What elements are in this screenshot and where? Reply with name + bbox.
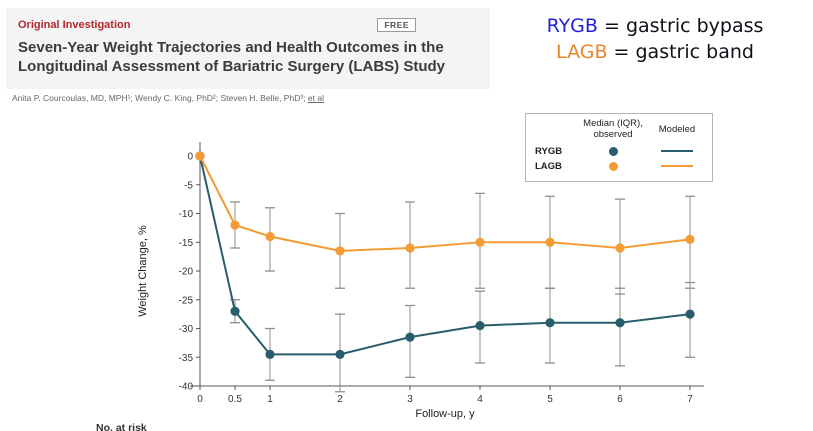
key-line-lagb: LAGB = gastric band [500,40,810,66]
chart-legend: Median (IQR), observed Modeled RYGB LAGB [525,113,713,182]
weight-chart-svg: 0-5-10-15-20-25-30-35-400 0.5 1 2 3 4 5 6 7Follo… [137,142,704,420]
svg-text:-10: -10 [179,209,194,220]
svg-text:-15: -15 [179,238,194,249]
svg-text:4: 4 [477,394,483,405]
legend-lagb-dot-cell [575,161,651,171]
svg-text:3: 3 [407,394,413,405]
svg-text:-30: -30 [179,324,194,335]
weight-change-chart: 0 -5 -10 -15 -20 -25 -30 -35 -40 0 0.5 1 2 3 4 5 6 7 Follo… [130,110,802,428]
svg-text:0.5: 0.5 [228,394,242,405]
article-kicker: Original Investigation [18,19,131,31]
lagb-observed-dot-icon [608,161,618,171]
svg-text:0: 0 [187,152,193,163]
legend-label-rygb: RYGB [535,145,563,157]
et-al-link[interactable]: et al [307,93,324,103]
svg-text:5: 5 [547,394,553,405]
abbreviation-key: RYGB = gastric bypass LAGB = gastric ban… [500,14,810,65]
rygb-observed-dot-icon [608,146,618,156]
legend-header-row: Median (IQR), observed Modeled [535,118,703,141]
legend-observed-line1: Median (IQR), [583,118,643,129]
svg-text:-25: -25 [179,295,194,306]
key-line-rygb: RYGB = gastric bypass [500,14,810,40]
article-title: Seven-Year Weight Trajectories and Healt… [18,39,478,77]
svg-text:6: 6 [617,394,623,405]
key-lagb-rest: = gastric band [607,40,754,63]
key-rygb-rest: = gastric bypass [597,15,764,37]
article-authors: Anita P. Courcoulas, MD, MPH¹; Wendy C. … [12,93,324,103]
legend-observed-header: Median (IQR), observed [575,118,651,141]
svg-text:-35: -35 [179,353,194,364]
article-header-card: Original Investigation FREE Seven-Year W… [6,8,490,89]
legend-modeled-header: Modeled [658,124,696,136]
article-title-line1: Seven-Year Weight Trajectories and Healt… [18,39,444,56]
lagb-modeled-line-icon [661,165,693,168]
key-rygb-abbr: RYGB [546,15,598,37]
legend-observed-line2: observed [593,128,633,140]
svg-text:-20: -20 [179,267,194,278]
authors-text: Anita P. Courcoulas, MD, MPH¹; Wendy C. … [12,93,308,103]
legend-lagb-line-cell [651,165,703,168]
article-title-line2: Longitudinal Assessment of Bariatric Sur… [18,57,446,75]
svg-text:-40: -40 [179,382,194,393]
kicker-row: Original Investigation FREE [18,18,416,32]
svg-text:Follow-up, y: Follow-up, y [415,408,475,420]
no-at-risk-label: No. at risk [96,422,147,431]
rygb-modeled-line-icon [661,150,693,153]
legend-rygb-line-cell [651,150,703,153]
legend-label-lagb: LAGB [535,160,562,172]
svg-text:-5: -5 [184,180,193,191]
svg-text:Weight Change, %: Weight Change, % [137,225,149,317]
svg-text:1: 1 [267,394,273,405]
legend-row-lagb: LAGB [535,159,703,174]
free-badge: FREE [377,18,416,32]
legend-rygb-dot-cell [575,146,651,156]
svg-text:0: 0 [197,394,203,405]
key-lagb-abbr: LAGB [556,40,608,63]
svg-text:7: 7 [687,394,693,405]
legend-row-rygb: RYGB [535,144,703,159]
svg-text:2: 2 [337,394,343,405]
